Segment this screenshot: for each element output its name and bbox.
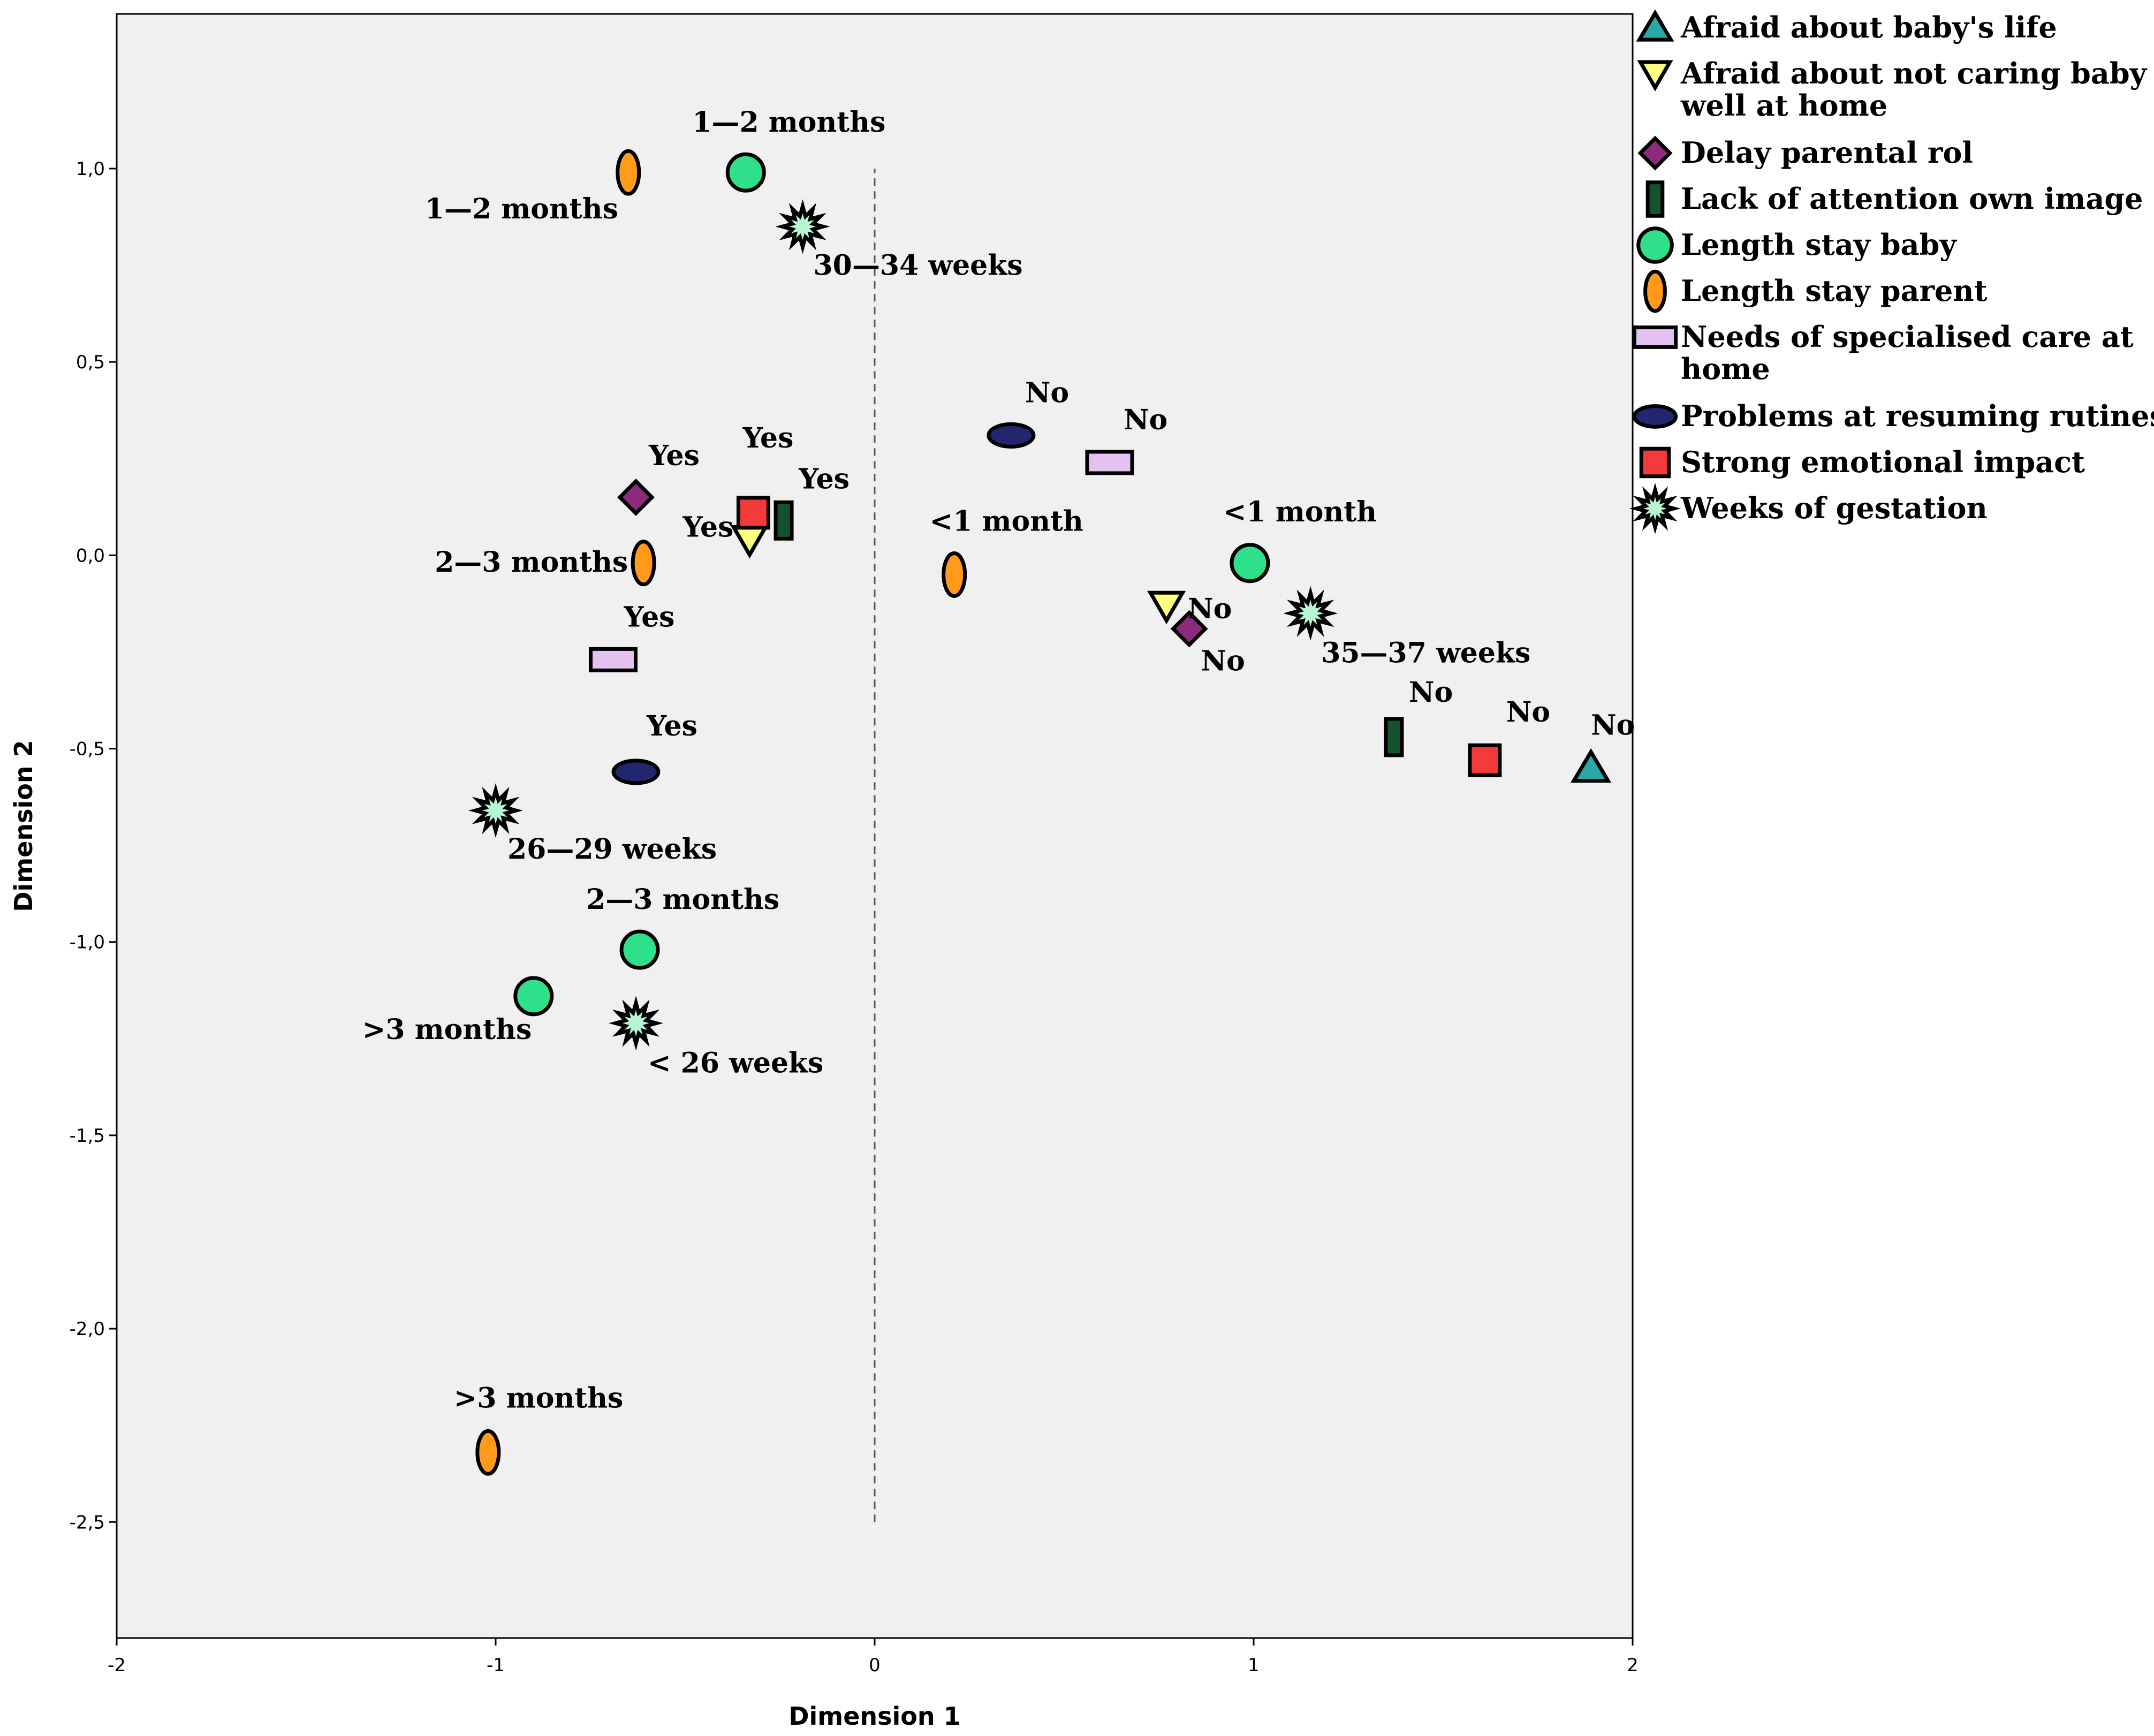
point-label: >3 months (454, 1382, 623, 1414)
point-label: 35—37 weeks (1321, 637, 1530, 670)
x-tick-label: 1 (1248, 1655, 1260, 1676)
legend-label: Strong emotional impact (1681, 445, 2085, 479)
point-label: 26—29 weeks (507, 833, 717, 866)
legend-marker (1629, 482, 1681, 535)
point-label: Yes (623, 601, 674, 633)
data-point (1147, 590, 1186, 625)
point-label: Yes (648, 439, 700, 472)
data-point (773, 500, 794, 541)
legend-marker (1632, 404, 1678, 429)
data-point (1170, 610, 1208, 648)
data-point (609, 996, 664, 1051)
data-point (468, 783, 524, 838)
point-label: >3 months (362, 1013, 532, 1046)
point-label: Yes (682, 511, 733, 543)
x-tick-label: 2 (1627, 1655, 1639, 1676)
legend-label: Problems at resuming rutines (1681, 399, 2154, 433)
point-label: 1—2 months (425, 193, 618, 225)
point-label: Yes (646, 710, 697, 742)
point-label: No (1124, 404, 1167, 436)
y-tick-label: -2,5 (70, 1512, 105, 1533)
data-point (1468, 743, 1502, 777)
data-point (1085, 450, 1134, 475)
point-label: No (1409, 676, 1453, 709)
data-point (1384, 717, 1404, 757)
y-tick-label: 0,0 (76, 545, 105, 566)
y-tick-label: -1,0 (70, 932, 105, 953)
legend-label: Afraid about baby's life (1680, 10, 2057, 44)
y-tick-label: -2,0 (70, 1318, 105, 1340)
legend-label: Needs of specialised care at home (1681, 320, 2134, 386)
legend-marker (1645, 180, 1665, 218)
data-point (987, 422, 1036, 449)
legend-label: Length stay parent (1681, 274, 1988, 308)
legend-marker (1637, 135, 1673, 171)
legend-label: Delay parental rol (1681, 135, 1973, 170)
legend-label: Lack of attention own image (1681, 181, 2143, 216)
data-point (1230, 543, 1270, 583)
legend-marker (1637, 60, 1673, 92)
point-label: No (1025, 376, 1069, 409)
data-point (725, 152, 766, 193)
point-label: No (1201, 645, 1245, 678)
point-label: < 26 weeks (648, 1047, 823, 1079)
data-point (619, 929, 660, 970)
legend-label: Length stay baby (1681, 228, 1957, 262)
data-point (617, 479, 655, 516)
data-point (475, 1429, 501, 1476)
x-tick-label: -2 (108, 1655, 126, 1676)
x-tick-label: 0 (869, 1655, 881, 1676)
legend-marker (1643, 269, 1667, 313)
legend-marker (1636, 9, 1674, 42)
point-label: Yes (798, 463, 850, 495)
data-points (468, 149, 1612, 1476)
point-label: 2—3 months (435, 546, 628, 579)
point-label: <1 month (1223, 496, 1377, 528)
data-point (1283, 586, 1338, 641)
y-tick-label: -0,5 (70, 739, 105, 760)
point-label: No (1188, 593, 1232, 625)
x-tick-label: -1 (487, 1655, 505, 1676)
point-label: 1—2 months (692, 106, 885, 139)
point-label: Yes (742, 422, 793, 454)
y-tick-label: 1,0 (76, 158, 105, 180)
data-point (513, 976, 554, 1017)
data-point (588, 647, 638, 672)
y-tick-label: 0,5 (76, 352, 105, 373)
legend-marker (1636, 226, 1674, 264)
point-labels: No Yes No Yes No Yes No 1—2 months 2—3 months >3 … (362, 106, 1635, 1414)
data-point (1570, 748, 1612, 783)
x-axis: -2 -1 0 1 2 (108, 1638, 1639, 1676)
y-axis-title: Dimension 2 (9, 740, 38, 912)
data-point (736, 496, 770, 530)
point-label: 30—34 weeks (813, 249, 1022, 282)
point-label: <1 month (930, 505, 1083, 537)
data-point (611, 759, 661, 785)
data-point (631, 540, 656, 587)
data-point (616, 149, 641, 196)
legend: Afraid about baby's life Afraid about not… (1629, 9, 2154, 535)
point-label: No (1506, 696, 1550, 729)
data-point (942, 551, 967, 598)
x-axis-title: Dimension 1 (788, 1702, 960, 1731)
legend-label: Weeks of gestation (1680, 491, 1988, 525)
legend-marker (1632, 325, 1678, 349)
point-label: 2—3 months (586, 883, 779, 916)
legend-label: Afraid about not caring baby well at home (1680, 56, 2148, 123)
y-tick-label: -1,5 (70, 1125, 105, 1147)
point-label: No (1591, 709, 1635, 742)
legend-marker (1639, 446, 1671, 479)
data-point (775, 199, 830, 254)
y-axis: 1,0 0,5 0,0 -0,5 -1,0 -1,5 -2,0 -2,5 (70, 158, 117, 1533)
